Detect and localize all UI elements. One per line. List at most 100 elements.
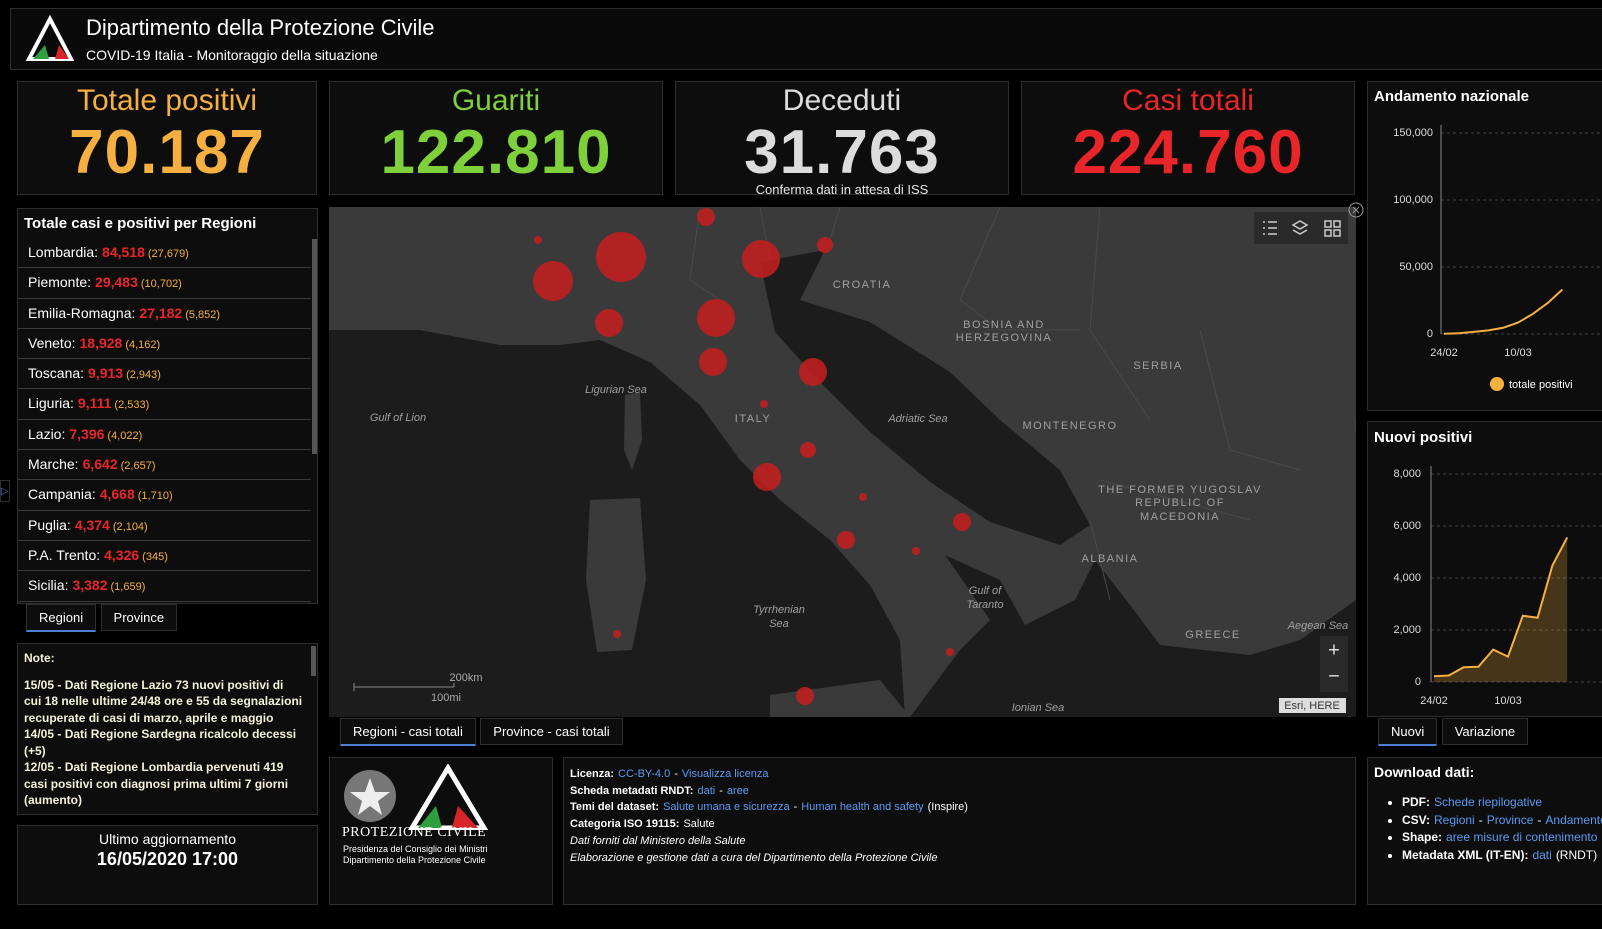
region-row[interactable]: Sicilia: 3,382 (1,659): [18, 571, 311, 602]
region-row[interactable]: Marche: 6,642 (2,657): [18, 450, 311, 481]
link[interactable]: aree misure di contenimento: [1446, 830, 1598, 844]
map-label: CROATIA: [833, 279, 892, 291]
license-row: Dati forniti dal Ministero della Salute: [570, 833, 1349, 850]
y-tick-label: 0: [1415, 676, 1421, 688]
tab[interactable]: Province - casi totali: [480, 718, 623, 745]
map-label: Ionian Sea: [1012, 702, 1065, 714]
scale-mi: 100mi: [431, 692, 461, 704]
chart-title: Nuovi positivi: [1374, 429, 1472, 446]
region-row[interactable]: Lombardia: 84,518 (27,679): [18, 238, 311, 269]
license-row: Temi del dataset: Salute umana e sicurezz…: [570, 799, 1349, 816]
zoom-in[interactable]: +: [1328, 639, 1340, 661]
region-row[interactable]: Campania: 4,668 (1,710): [18, 480, 311, 511]
text-segment: Elaborazione e gestione dati a cura del …: [570, 851, 938, 864]
link[interactable]: Salute umana e sicurezza: [663, 801, 790, 814]
region-row[interactable]: Emilia-Romagna: 27,182 (5,852): [18, 299, 311, 329]
region-name: Liguria:: [28, 395, 74, 412]
bubble[interactable]: [742, 240, 780, 278]
basemap-button[interactable]: [1324, 220, 1341, 237]
bubble[interactable]: [760, 400, 768, 408]
tab[interactable]: Regioni - casi totali: [340, 718, 476, 746]
region-row[interactable]: Toscana: 9,913 (2,943): [18, 359, 311, 390]
bubble[interactable]: [799, 358, 827, 386]
note-item: 14/05 - Dati Regione Sardegna ricalcolo …: [24, 727, 297, 758]
link[interactable]: CC-BY-4.0: [618, 768, 671, 780]
layers-button[interactable]: [1291, 220, 1309, 235]
side-toggle[interactable]: ▷: [0, 480, 10, 502]
bubble[interactable]: [817, 237, 833, 253]
region-row[interactable]: P.A. Trento: 4,326 (345): [18, 541, 311, 572]
expand-button[interactable]: [1347, 201, 1365, 219]
bubble[interactable]: [595, 309, 623, 337]
stat-card: Guariti 122.810: [329, 81, 663, 195]
bubble[interactable]: [912, 547, 920, 555]
attribution: Esri, HERE: [1284, 700, 1340, 712]
region-positivi: (1,659): [110, 581, 146, 594]
region-positivi: (2,943): [126, 369, 161, 382]
region-row[interactable]: Veneto: 18,928 (4,162): [18, 329, 311, 360]
link[interactable]: Province: [1486, 812, 1534, 827]
bubble[interactable]: [796, 687, 814, 705]
header-subtitle: COVID-19 Italia - Monitoraggio della sit…: [86, 47, 378, 63]
link[interactable]: dati: [1532, 847, 1552, 862]
text-segment: Categoria ISO 19115:: [570, 818, 680, 831]
map-label: Gulf of Lion: [370, 412, 426, 424]
legend-button[interactable]: [1263, 221, 1277, 235]
bubble[interactable]: [596, 232, 646, 282]
region-row[interactable]: Puglia: 4,374 (2,104): [18, 511, 311, 541]
bubble[interactable]: [613, 630, 621, 638]
tab[interactable]: Province: [100, 604, 178, 631]
y-tick-label: 4,000: [1393, 572, 1421, 584]
link[interactable]: dati: [697, 784, 716, 797]
link[interactable]: Regioni: [1434, 812, 1475, 827]
map-label: HERZEGOVINA: [956, 332, 1053, 344]
map-label: BOSNIA AND: [963, 319, 1045, 331]
y-tick-label: 0: [1427, 328, 1433, 340]
map-label: Sea: [769, 618, 789, 630]
region-positivi: (10,702): [140, 278, 182, 291]
sea: [760, 250, 1090, 545]
bubble[interactable]: [534, 236, 542, 244]
logo-icon: [25, 15, 75, 61]
region-total: 29,483: [95, 274, 138, 291]
tab[interactable]: Variazione: [1441, 718, 1529, 745]
bubble[interactable]: [699, 348, 727, 376]
link[interactable]: aree: [726, 784, 749, 797]
update-label: Ultimo aggiornamento: [99, 831, 236, 847]
link[interactable]: Andamento nazionale: [1545, 812, 1602, 827]
update-panel: Ultimo aggiornamento 16/05/2020 17:00: [17, 825, 318, 905]
tab[interactable]: Nuovi: [1378, 718, 1438, 746]
region-row[interactable]: Lazio: 7,396 (4,022): [18, 420, 311, 451]
region-row[interactable]: Piemonte: 29,483 (10,702): [18, 268, 311, 299]
bubble[interactable]: [953, 513, 971, 531]
bubble[interactable]: [697, 299, 735, 337]
region-tabs: Regioni Province: [26, 604, 178, 632]
bubble[interactable]: [753, 463, 781, 491]
region-row[interactable]: Liguria: 9,111 (2,533): [18, 389, 311, 420]
stat-value: 224.760: [1072, 118, 1304, 187]
link[interactable]: Visualizza licenza: [681, 768, 769, 780]
bubble[interactable]: [533, 261, 573, 301]
bubble[interactable]: [859, 493, 867, 501]
region-total: 6,642: [82, 456, 118, 473]
chart-panel: Andamento nazionale 0 50,000 100,000 150,000…: [1367, 81, 1602, 411]
bubble[interactable]: [837, 531, 855, 549]
tab[interactable]: Regioni: [26, 604, 97, 632]
download-item: Shape:aree misure di contenimento: [1402, 829, 1600, 847]
x-tick-label: 10/03: [1504, 347, 1532, 359]
bubble[interactable]: [697, 208, 715, 226]
map-label: Taranto: [967, 599, 1004, 611]
region-total: 4,374: [74, 516, 110, 533]
notes-title: Note:: [24, 651, 55, 665]
zoom-out[interactable]: −: [1328, 665, 1340, 687]
link[interactable]: Human health and safety: [801, 801, 924, 814]
bubble[interactable]: [946, 648, 954, 656]
license-panel: Licenza: CC-BY-4.0- Visualizza licenza Sche…: [563, 757, 1356, 905]
update-value: 16/05/2020 17:00: [96, 849, 239, 869]
bubble[interactable]: [800, 442, 816, 458]
link[interactable]: Schede riepilogative: [1434, 795, 1543, 809]
text-segment: -: [674, 768, 678, 780]
region-total: 3,382: [72, 577, 108, 594]
region-positivi: (2,657): [120, 460, 156, 473]
